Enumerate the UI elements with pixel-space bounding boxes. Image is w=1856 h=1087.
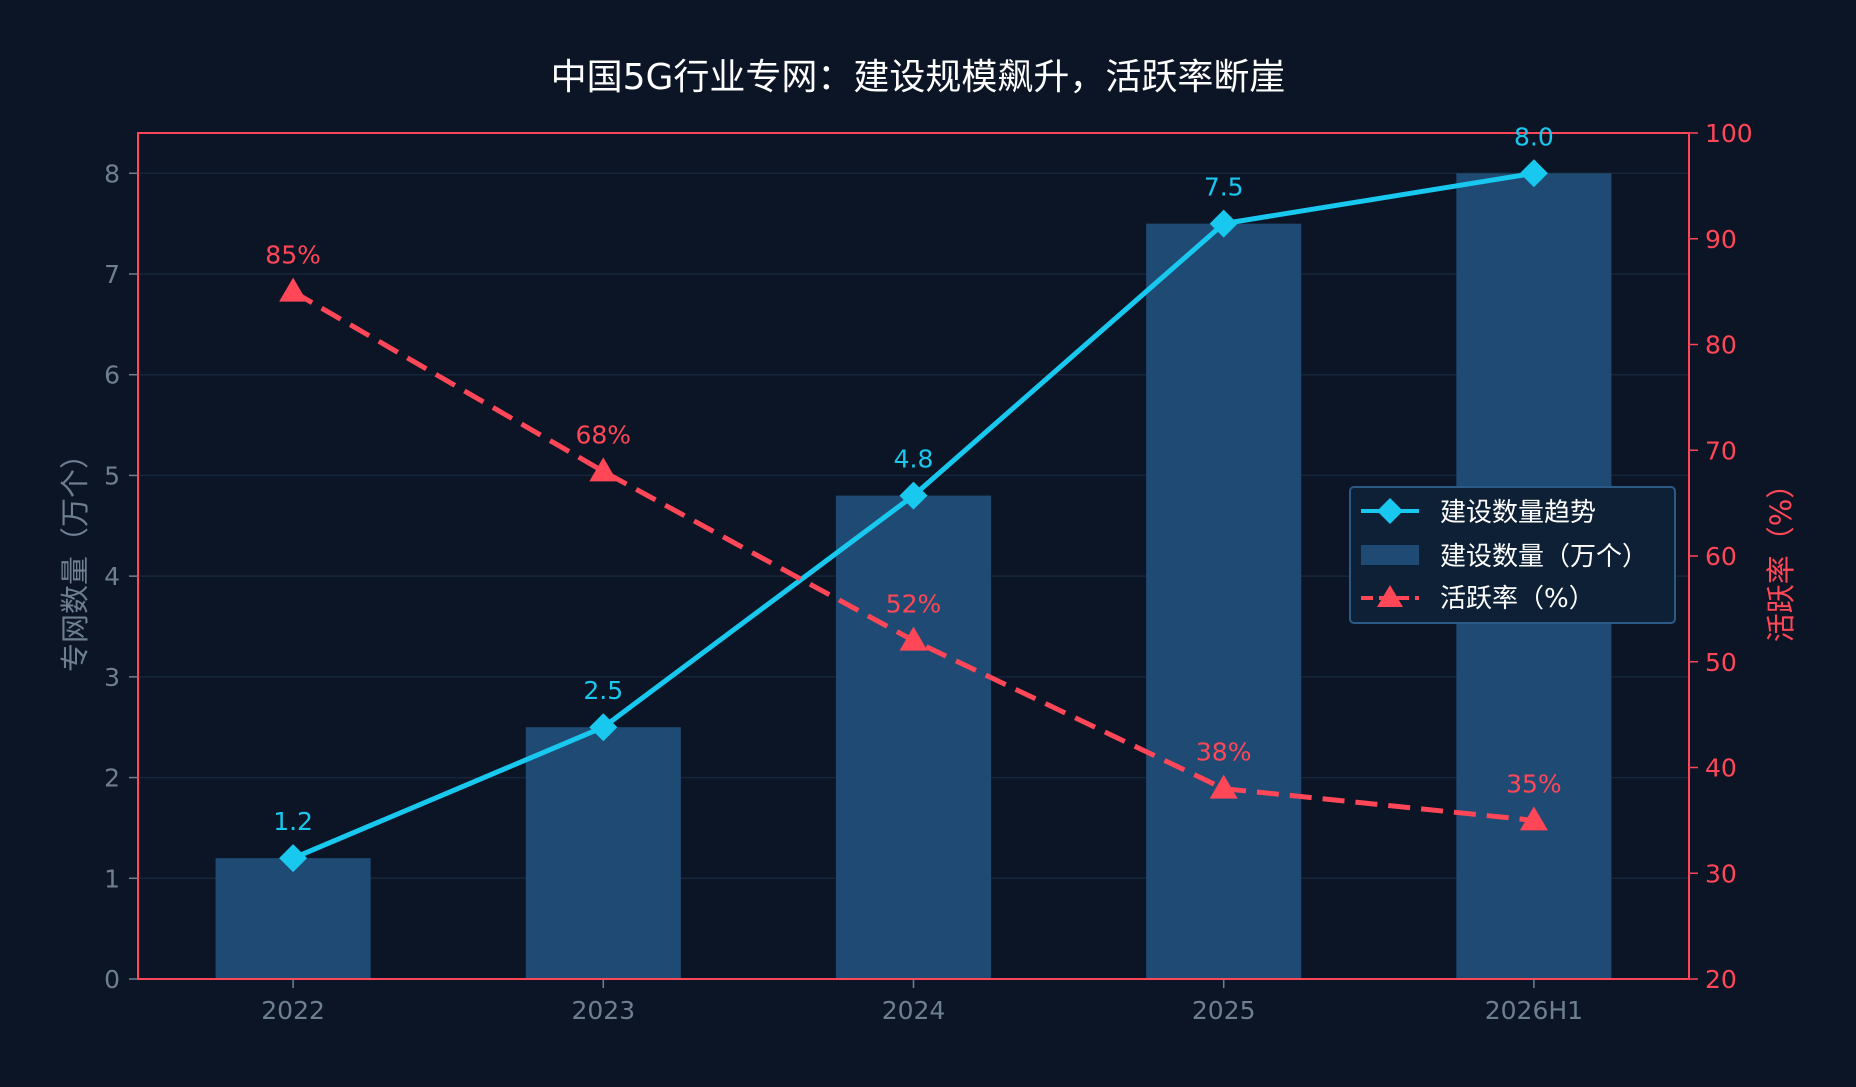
chart-title: 中国5G行业专网：建设规模飙升，活跃率断崖 — [551, 57, 1286, 98]
legend-bar-label: 建设数量（万个） — [1440, 542, 1648, 572]
legend: 建设数量趋势 建设数量（万个） 活跃率（%） — [1349, 486, 1676, 624]
right-axis-tick-label: 50 — [1705, 648, 1737, 677]
left-axis-tick-label: 6 — [104, 361, 120, 390]
trend-point — [1209, 209, 1238, 238]
x-axis-tick-label: 2026H1 — [1485, 996, 1583, 1025]
active-rate-data-label: 68% — [576, 420, 632, 449]
line-series: 1.2 2.5 4.8 7.5 8.0 85% 68% 52% 38% 35% — [265, 122, 1562, 873]
active-rate-point — [589, 457, 618, 482]
right-y-axis: 20 30 40 50 60 70 80 90 100 — [1689, 119, 1753, 994]
trend-data-label: 8.0 — [1514, 122, 1554, 151]
left-axis-tick-label: 2 — [104, 764, 120, 793]
trend-point — [1519, 159, 1548, 188]
trend-data-label: 4.8 — [894, 445, 934, 474]
active-rate-data-label: 35% — [1506, 769, 1562, 798]
legend-trend-label: 建设数量趋势 — [1440, 498, 1596, 528]
right-axis-tick-label: 70 — [1705, 436, 1737, 465]
x-axis: 2022 2023 2024 2025 2026H1 — [261, 979, 1583, 1025]
trend-point — [899, 481, 928, 510]
active-rate-data-label: 38% — [1196, 738, 1252, 767]
legend-active-triangle-icon — [1377, 585, 1403, 607]
left-axis-tick-label: 3 — [104, 663, 120, 692]
left-y-axis: 0 1 2 3 4 5 6 7 8 — [104, 159, 138, 994]
left-axis-tick-label: 0 — [104, 965, 120, 994]
active-rate-point — [899, 626, 928, 651]
active-rate-point — [1519, 806, 1548, 831]
right-axis-tick-label: 30 — [1705, 859, 1737, 888]
trend-data-label: 7.5 — [1204, 173, 1244, 202]
right-axis-tick-label: 80 — [1705, 331, 1737, 360]
x-axis-tick-label: 2023 — [571, 996, 635, 1025]
left-axis-tick-label: 1 — [104, 864, 120, 893]
active-rate-data-label: 52% — [886, 590, 942, 619]
left-axis-tick-label: 8 — [104, 159, 120, 188]
trend-data-label: 2.5 — [583, 676, 623, 705]
active-rate-point — [279, 277, 308, 302]
right-axis-tick-label: 90 — [1705, 225, 1737, 254]
active-rate-data-label: 85% — [265, 241, 321, 270]
left-axis-label: 专网数量（万个） — [58, 440, 92, 672]
left-axis-tick-label: 5 — [104, 461, 120, 490]
right-axis-label: 活跃率（%） — [1764, 470, 1798, 643]
right-axis-tick-label: 40 — [1705, 754, 1737, 783]
legend-active-label: 活跃率（%） — [1440, 584, 1595, 614]
bar — [215, 858, 371, 979]
legend-bar-swatch — [1361, 545, 1419, 565]
right-axis-tick-label: 100 — [1705, 119, 1753, 148]
legend-box — [1349, 486, 1676, 624]
active-rate-point — [1209, 774, 1238, 799]
x-axis-tick-label: 2025 — [1192, 996, 1256, 1025]
bar — [1146, 223, 1302, 980]
x-axis-tick-label: 2022 — [261, 996, 325, 1025]
right-axis-tick-label: 60 — [1705, 542, 1737, 571]
trend-data-label: 1.2 — [273, 807, 313, 836]
left-axis-tick-label: 7 — [104, 260, 120, 289]
x-axis-tick-label: 2024 — [882, 996, 946, 1025]
left-axis-tick-label: 4 — [104, 562, 120, 591]
bar — [525, 727, 681, 979]
legend-trend-diamond-icon — [1377, 498, 1403, 524]
bar — [835, 495, 992, 979]
trend-point — [589, 713, 618, 742]
trend-point — [279, 844, 308, 873]
right-axis-tick-label: 20 — [1705, 965, 1737, 994]
